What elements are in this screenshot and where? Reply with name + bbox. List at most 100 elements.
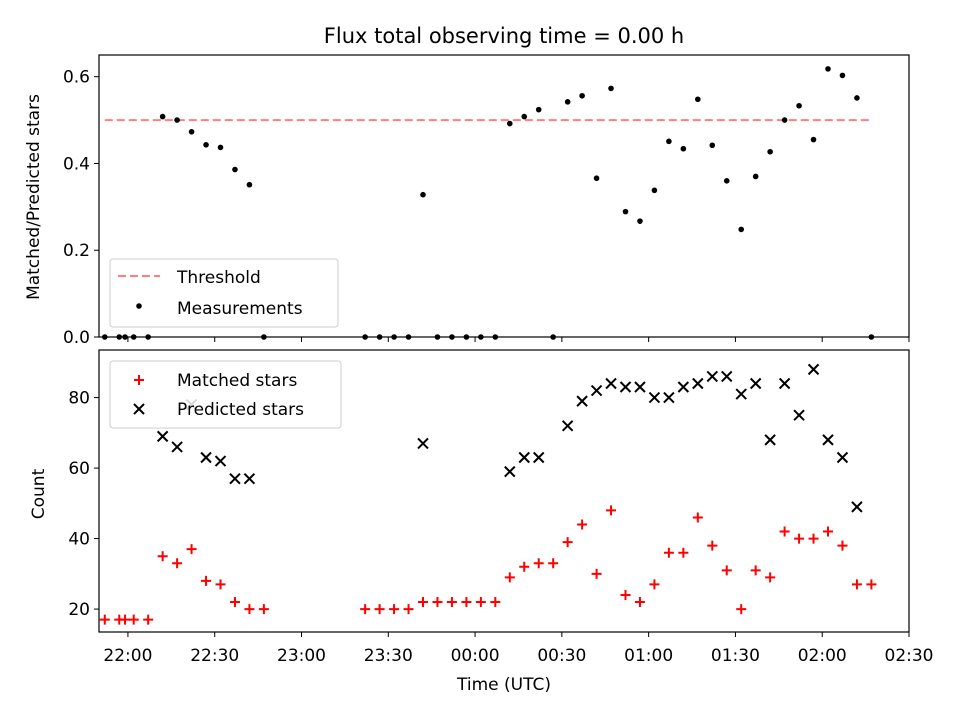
matched-stars-point [721, 565, 732, 576]
measurement-point [203, 142, 209, 148]
legend-matched-swatch [134, 375, 144, 385]
predicted-stars-point [735, 388, 747, 400]
predicted-stars-point [533, 451, 545, 464]
x-tick-label: 01:00 [624, 646, 673, 666]
matched-stars-point [201, 575, 212, 586]
predicted-stars-point [518, 451, 530, 464]
predicted-stars-point [504, 465, 516, 478]
legend-measurements-swatch [136, 303, 142, 309]
measurement-point [752, 173, 759, 180]
matched-stars-point [808, 533, 819, 544]
predicted-stars-point [793, 409, 805, 421]
predicted-stars-point [619, 381, 632, 393]
predicted-stars-point [822, 434, 834, 446]
y-tick-label: 80 [68, 389, 90, 409]
matched-stars-point [736, 604, 747, 615]
matched-stars-point [634, 597, 645, 608]
matched-stars-point [851, 579, 862, 590]
chart-title: Flux total observing time = 0.00 h [324, 24, 684, 48]
predicted-stars-point [778, 377, 791, 390]
matched-stars-point [186, 544, 197, 555]
measurement-point [506, 120, 513, 127]
matched-stars-point [504, 572, 515, 583]
legend-box [109, 360, 342, 429]
predicted-stars-point [706, 370, 718, 383]
y-tick-label: 0.2 [63, 241, 90, 261]
measurement-point [738, 226, 745, 233]
predicted-stars-point [692, 377, 704, 390]
legend-box [109, 258, 339, 328]
matched-stars-point [128, 614, 139, 625]
matched-stars-point [606, 505, 617, 516]
x-tick-label: 22:30 [190, 646, 239, 666]
legend: Matched stars Predicted stars [109, 360, 342, 429]
legend-matched-label: Matched stars [177, 371, 297, 391]
predicted-stars-point [836, 451, 849, 464]
matched-stars-point [244, 604, 255, 615]
matched-stars-point [157, 551, 168, 562]
matched-stars-point [794, 533, 805, 544]
x-tick-label: 00:00 [451, 646, 500, 666]
matched-stars-point [120, 614, 131, 625]
axes-frame [98, 54, 910, 338]
measurement-point [723, 178, 730, 184]
measurement-point [695, 96, 701, 103]
predicted-stars-point [243, 472, 256, 485]
matched-stars-point [620, 589, 631, 600]
measurement-point [593, 175, 600, 182]
measurement-point [174, 117, 180, 123]
x-tick-label: 23:00 [277, 646, 326, 666]
measurement-point [188, 128, 195, 135]
matched-stars-point [432, 597, 443, 608]
x-tick-label: 01:30 [711, 646, 760, 666]
matched-stars-point [446, 597, 457, 608]
matched-stars-point [490, 597, 501, 608]
bottom-axes: 20 40 60 80 22:00 22:30 23:00 23:30 00:00 00:30 01… [68, 349, 934, 666]
predicted-stars-point [200, 451, 212, 464]
matched-stars-point [258, 604, 269, 615]
matched-stars-point [143, 614, 154, 625]
matched-stars-point [533, 558, 544, 569]
matched-stars-point [707, 540, 718, 551]
predicted-stars-point [764, 434, 776, 446]
matched-stars-point [389, 604, 400, 615]
measurement-point [159, 113, 166, 120]
matched-stars-point [663, 547, 674, 558]
predicted-stars-point [663, 391, 675, 404]
y-tick-label: 0.4 [63, 154, 90, 174]
matched-stars-point [374, 604, 385, 615]
predicted-stars-point [749, 377, 762, 390]
matched-stars-point [823, 526, 833, 537]
matched-stars-point [837, 540, 848, 551]
matched-stars-point [99, 614, 110, 625]
predicted-stars-point [634, 381, 646, 393]
x-tick-label: 00:30 [537, 646, 586, 666]
matched-stars-point [475, 597, 486, 608]
matched-stars-point [215, 579, 226, 590]
legend: Threshold Measurements [109, 258, 339, 328]
matched-stars-point [779, 526, 790, 537]
matched-stars-point [519, 561, 530, 572]
measurement-point [637, 218, 643, 224]
predicted-stars-point [229, 472, 241, 485]
measurement-point [535, 106, 542, 113]
y-tick-label: 0.6 [63, 68, 90, 88]
measurement-point [232, 166, 238, 173]
y-tick-label: 40 [68, 530, 90, 550]
axes-frame [98, 349, 910, 633]
predicted-stars-point [605, 377, 617, 390]
predicted-stars-point [214, 455, 227, 467]
legend-predicted-label: Predicted stars [177, 400, 304, 420]
measurement-point [854, 95, 860, 101]
x-tick-label: 02:00 [798, 646, 847, 666]
matched-stars-point [577, 519, 588, 530]
y-tick-label: 20 [68, 600, 90, 620]
measurement-point [839, 72, 846, 79]
predicted-stars-point [590, 384, 603, 397]
predicted-stars-point [156, 430, 169, 443]
measurement-point [420, 191, 426, 198]
matched-stars-point [591, 568, 602, 579]
measurement-point [796, 102, 802, 109]
predicted-stars-point [807, 363, 820, 376]
